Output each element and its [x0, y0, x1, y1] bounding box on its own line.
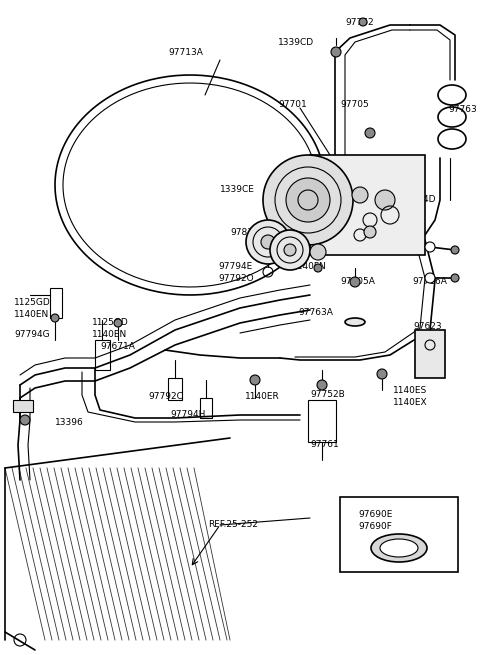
Circle shape: [246, 220, 290, 264]
Circle shape: [375, 190, 395, 210]
Text: 97833: 97833: [230, 228, 259, 237]
Text: 1140EX: 1140EX: [393, 398, 428, 407]
Text: 97705A: 97705A: [340, 277, 375, 286]
Circle shape: [451, 246, 459, 254]
Circle shape: [270, 230, 310, 270]
Circle shape: [20, 415, 30, 425]
Text: 1140EN: 1140EN: [92, 330, 127, 339]
Text: 97761: 97761: [310, 440, 339, 449]
Circle shape: [352, 187, 368, 203]
Text: 97644A: 97644A: [345, 220, 380, 229]
Circle shape: [377, 369, 387, 379]
Text: 97705: 97705: [340, 100, 369, 109]
Text: 1125GD: 1125GD: [92, 318, 129, 327]
Bar: [310, 155, 425, 255]
Bar: [340, 497, 458, 572]
Circle shape: [317, 380, 327, 390]
Bar: [95, 340, 110, 370]
Circle shape: [425, 242, 435, 252]
Circle shape: [250, 375, 260, 385]
Ellipse shape: [380, 539, 418, 557]
Bar: [200, 398, 212, 418]
Circle shape: [263, 155, 353, 245]
Text: 97763: 97763: [448, 105, 477, 114]
Text: 97832: 97832: [295, 228, 324, 237]
Text: 97830: 97830: [390, 218, 419, 227]
Circle shape: [284, 244, 296, 256]
Text: 97762: 97762: [345, 18, 373, 27]
Circle shape: [331, 47, 341, 57]
Text: 97671A: 97671A: [100, 342, 135, 351]
Text: 1339CE: 1339CE: [220, 185, 255, 194]
Ellipse shape: [345, 318, 365, 326]
Circle shape: [286, 178, 330, 222]
Circle shape: [314, 264, 322, 272]
Text: 97763A: 97763A: [298, 308, 333, 317]
Text: 1125GD: 1125GD: [14, 298, 51, 307]
Text: 1140FN: 1140FN: [292, 262, 327, 271]
Bar: [13, 400, 33, 412]
Text: 97792O: 97792O: [218, 274, 253, 283]
Text: 97792C: 97792C: [148, 392, 183, 401]
Circle shape: [261, 235, 275, 249]
Text: 13396: 13396: [55, 418, 84, 427]
Bar: [50, 288, 62, 318]
Circle shape: [451, 274, 459, 282]
Bar: [415, 330, 445, 378]
Circle shape: [350, 277, 360, 287]
Text: 97794E: 97794E: [218, 262, 252, 271]
Circle shape: [364, 226, 376, 238]
Text: 97690F: 97690F: [358, 522, 392, 531]
Bar: [168, 378, 182, 400]
Circle shape: [114, 319, 122, 327]
Text: 97701: 97701: [278, 100, 307, 109]
Text: 97834: 97834: [256, 248, 285, 257]
Text: 1140ES: 1140ES: [393, 386, 427, 395]
Text: 1140EN: 1140EN: [14, 310, 49, 319]
Text: 1339CD: 1339CD: [278, 38, 314, 47]
Text: 97713A: 97713A: [168, 48, 203, 57]
Text: 97752B: 97752B: [310, 390, 345, 399]
Circle shape: [425, 273, 435, 283]
Circle shape: [365, 128, 375, 138]
Circle shape: [359, 18, 367, 26]
Circle shape: [310, 244, 326, 260]
Text: REF.25-252: REF.25-252: [208, 520, 258, 529]
Text: 1140ER: 1140ER: [245, 392, 280, 401]
Text: 97794G: 97794G: [14, 330, 49, 339]
Text: 97690E: 97690E: [358, 510, 392, 519]
Circle shape: [51, 314, 59, 322]
Ellipse shape: [371, 534, 427, 562]
Text: 97623: 97623: [413, 322, 442, 331]
Text: 97794H: 97794H: [170, 410, 205, 419]
Bar: [308, 400, 336, 442]
Text: 97714D: 97714D: [400, 195, 435, 204]
Text: 97716A: 97716A: [412, 277, 447, 286]
